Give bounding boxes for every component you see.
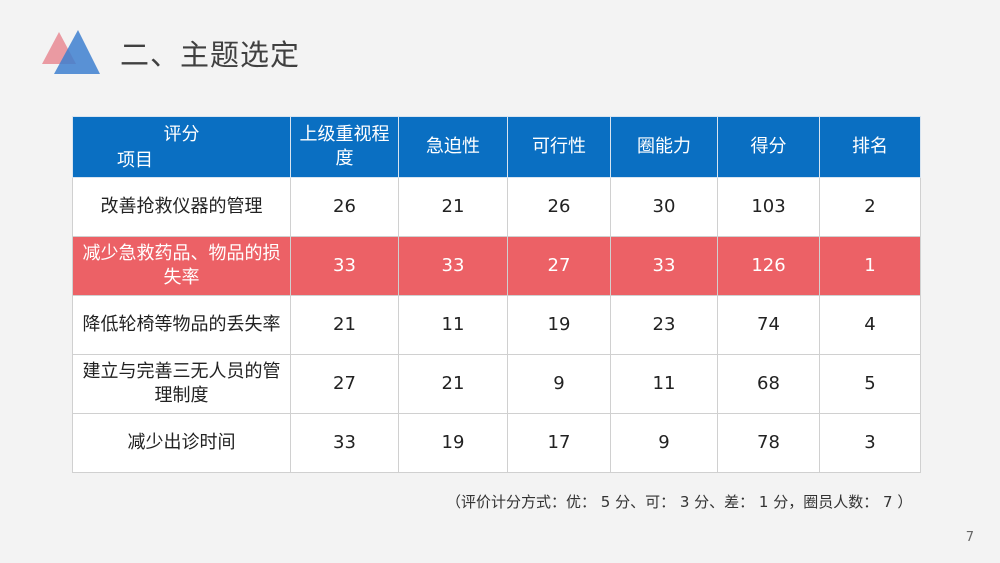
row-item-cell: 减少出诊时间 bbox=[72, 413, 291, 473]
table-row: 减少急救药品、物品的损失率 33 33 27 33 126 1 bbox=[72, 236, 921, 296]
row-value-cell: 9 bbox=[507, 354, 611, 414]
row-value-cell: 26 bbox=[290, 177, 399, 237]
row-value-cell: 74 bbox=[717, 295, 820, 355]
header-capability: 圈能力 bbox=[610, 116, 718, 178]
row-value-cell: 17 bbox=[507, 413, 611, 473]
row-item-cell: 改善抢救仪器的管理 bbox=[72, 177, 291, 237]
row-value-cell: 3 bbox=[819, 413, 921, 473]
table-row: 降低轮椅等物品的丢失率 21 11 19 23 74 4 bbox=[72, 295, 921, 355]
row-value-cell: 103 bbox=[717, 177, 820, 237]
table-header-row: 评分 项目 上级重视程度 急迫性 可行性 圈能力 得分 排名 bbox=[72, 116, 921, 178]
header-score: 得分 bbox=[717, 116, 820, 178]
page-title: 二、主题选定 bbox=[120, 38, 301, 72]
row-value-cell: 126 bbox=[717, 236, 820, 296]
row-value-cell: 19 bbox=[398, 413, 508, 473]
row-value-cell: 33 bbox=[398, 236, 508, 296]
row-value-cell: 4 bbox=[819, 295, 921, 355]
row-value-cell: 68 bbox=[717, 354, 820, 414]
scoring-note: （评价计分方式：优： 5 分、可： 3 分、差： 1 分，圈员人数： 7 ） bbox=[446, 493, 913, 511]
corner-bottom-label: 项目 bbox=[117, 150, 153, 171]
table-row: 建立与完善三无人员的管理制度 27 21 9 11 68 5 bbox=[72, 354, 921, 414]
row-item-cell: 建立与完善三无人员的管理制度 bbox=[72, 354, 291, 414]
header-importance: 上级重视程度 bbox=[290, 116, 399, 178]
row-value-cell: 5 bbox=[819, 354, 921, 414]
row-value-cell: 33 bbox=[610, 236, 718, 296]
row-value-cell: 26 bbox=[507, 177, 611, 237]
header-feasibility: 可行性 bbox=[507, 116, 611, 178]
row-item-cell: 减少急救药品、物品的损失率 bbox=[72, 236, 291, 296]
table-row: 减少出诊时间 33 19 17 9 78 3 bbox=[72, 413, 921, 473]
row-value-cell: 33 bbox=[290, 236, 399, 296]
corner-header-cell: 评分 项目 bbox=[72, 116, 291, 178]
row-value-cell: 78 bbox=[717, 413, 820, 473]
corner-top-label: 评分 bbox=[163, 124, 200, 145]
row-value-cell: 30 bbox=[610, 177, 718, 237]
header-urgency: 急迫性 bbox=[398, 116, 508, 178]
row-value-cell: 21 bbox=[398, 177, 508, 237]
row-value-cell: 1 bbox=[819, 236, 921, 296]
row-value-cell: 33 bbox=[290, 413, 399, 473]
table-row: 改善抢救仪器的管理 26 21 26 30 103 2 bbox=[72, 177, 921, 237]
row-value-cell: 11 bbox=[398, 295, 508, 355]
row-value-cell: 27 bbox=[507, 236, 611, 296]
row-item-cell: 降低轮椅等物品的丢失率 bbox=[72, 295, 291, 355]
row-value-cell: 21 bbox=[398, 354, 508, 414]
logo-triangles-icon bbox=[42, 30, 100, 74]
row-value-cell: 9 bbox=[610, 413, 718, 473]
row-value-cell: 23 bbox=[610, 295, 718, 355]
header-rank: 排名 bbox=[819, 116, 921, 178]
scoring-table: 评分 项目 上级重视程度 急迫性 可行性 圈能力 得分 排名 改善抢救仪器的管理… bbox=[72, 116, 921, 473]
row-value-cell: 11 bbox=[610, 354, 718, 414]
row-value-cell: 21 bbox=[290, 295, 399, 355]
row-value-cell: 19 bbox=[507, 295, 611, 355]
page-number: 7 bbox=[965, 530, 974, 545]
row-value-cell: 2 bbox=[819, 177, 921, 237]
row-value-cell: 27 bbox=[290, 354, 399, 414]
